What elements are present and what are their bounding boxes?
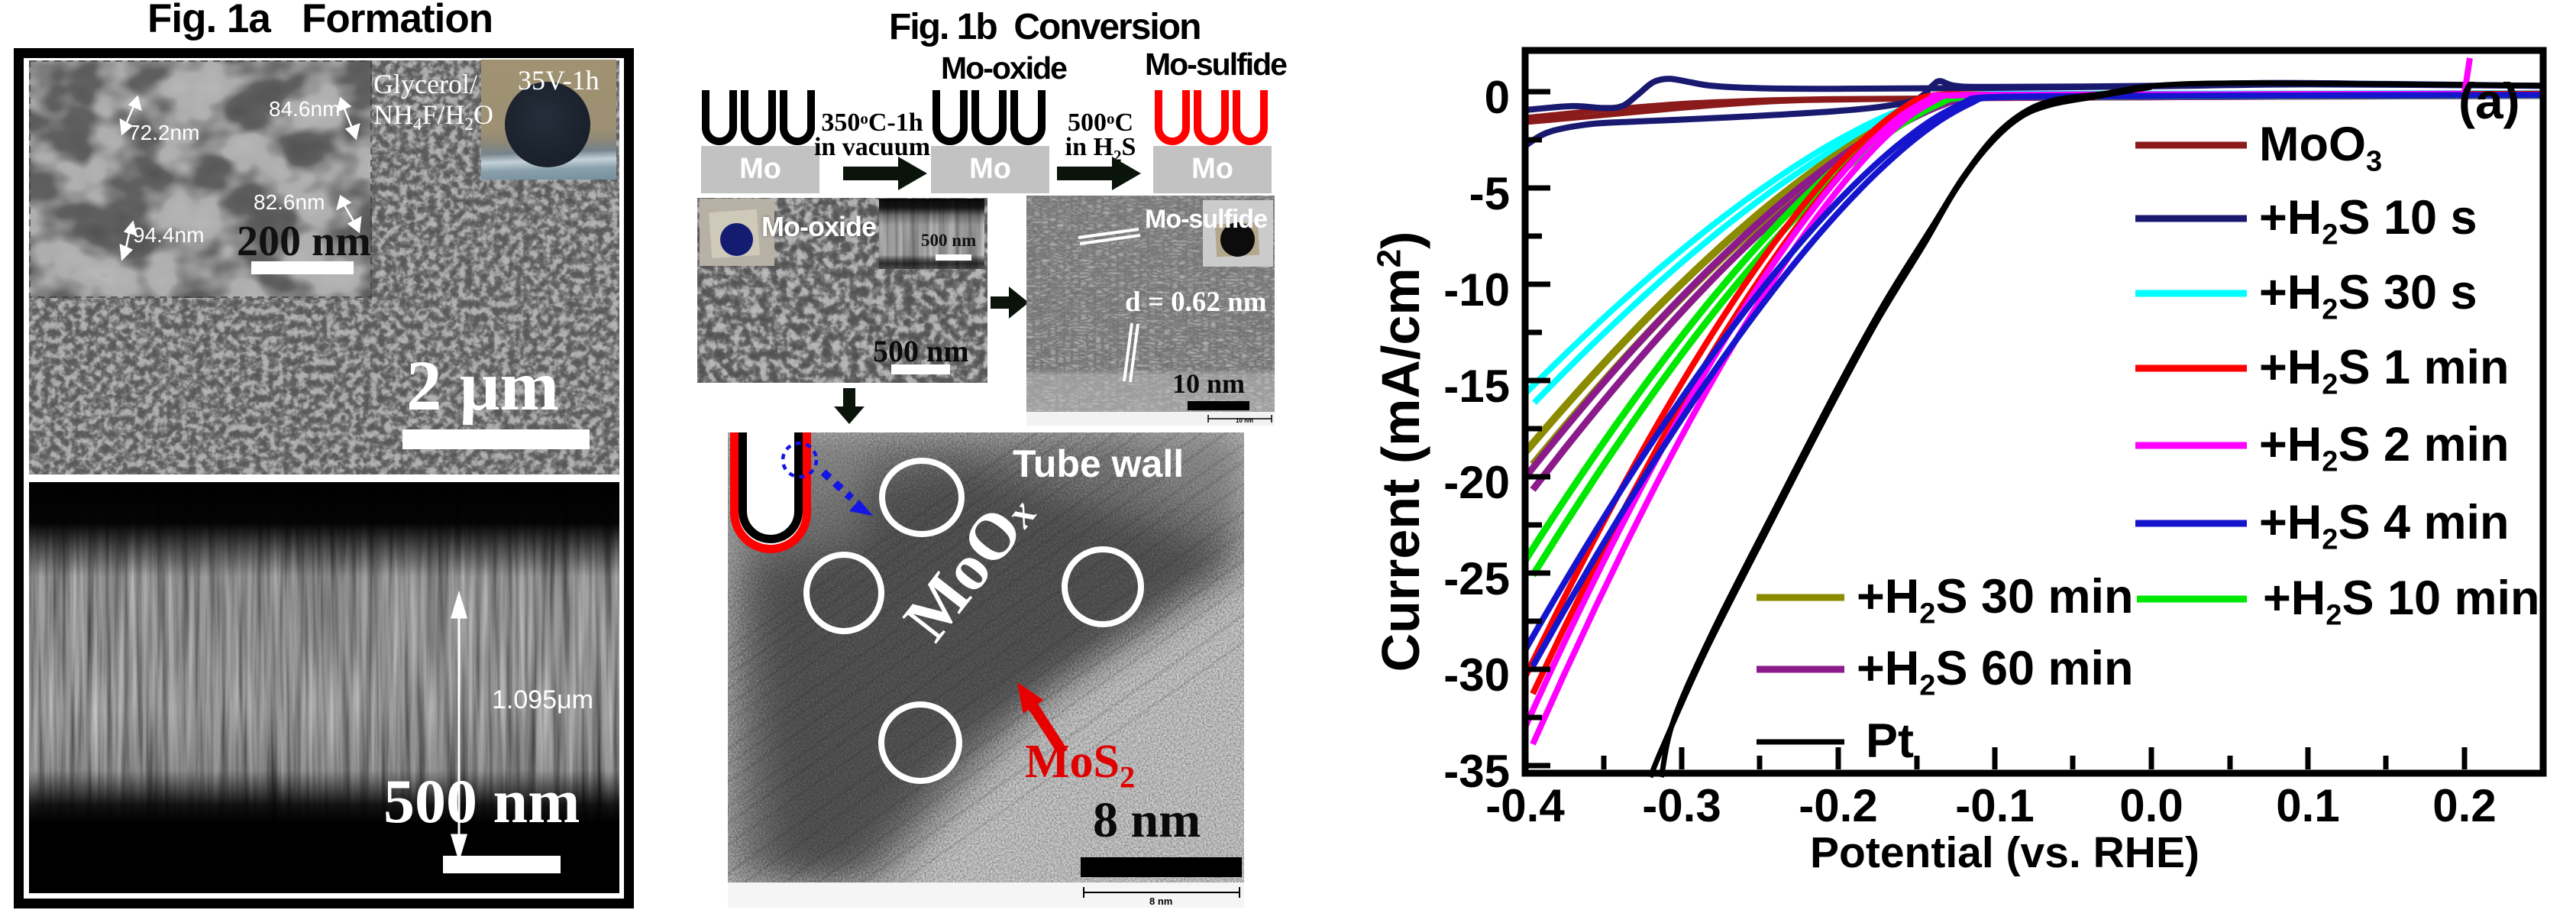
svg-text:8 nm: 8 nm (1149, 895, 1172, 906)
svg-text:10 nm: 10 nm (1236, 417, 1253, 424)
